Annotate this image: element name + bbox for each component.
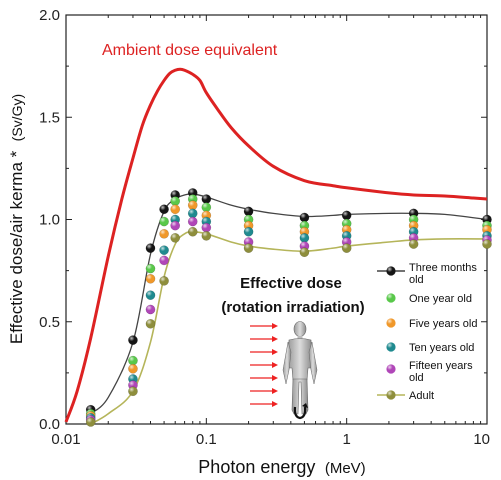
- y-tick-label: 2.0: [39, 7, 60, 24]
- adult-point-shine: [299, 247, 310, 257]
- legend-one-year-old-marker-shine: [386, 293, 396, 303]
- adult-fit-line: [90, 230, 488, 425]
- x-tick-label: 0.01: [51, 431, 80, 448]
- five-years-old-point-shine: [145, 274, 156, 284]
- three-months-old-point-shine: [342, 210, 352, 221]
- ten-years-old-point-shine: [159, 245, 169, 255]
- irradiation-arrow-head: [272, 349, 278, 355]
- legend-ten-years-old-marker-shine: [386, 342, 396, 352]
- ambient-dose-label: Ambient dose equivalent: [102, 42, 278, 59]
- x-tick-label: 10: [473, 431, 490, 448]
- human-figure-icon: [282, 321, 318, 420]
- adult-point-shine: [409, 239, 419, 249]
- legend-three-months-old-label-line2: old: [409, 274, 424, 286]
- five-years-old-point-shine: [159, 229, 169, 239]
- x-axis-title: Photon energy (MeV): [198, 457, 365, 477]
- legend-adult-marker-shine: [386, 390, 396, 400]
- three-months-old-point-shine: [299, 212, 310, 223]
- legend-fifteen-years-old-marker-shine: [386, 364, 396, 374]
- legend-five-years-old-marker-shine: [386, 318, 396, 328]
- five-years-old-point-shine: [170, 204, 180, 214]
- effective-dose-label: Effective dose: [240, 275, 342, 292]
- curves: [64, 67, 488, 425]
- legend-three-months-old-marker-shine: [386, 266, 396, 276]
- one-year-old-point-shine: [128, 356, 138, 366]
- ten-years-old-point-shine: [299, 233, 310, 243]
- fifteen-years-old-point-shine: [159, 255, 169, 265]
- three-months-fit-line: [90, 193, 488, 415]
- irradiation-arrow-head: [272, 401, 278, 407]
- three-months-old-point-shine: [128, 335, 138, 345]
- adult-point-shine: [170, 233, 180, 243]
- legend-fifteen-years-old-label-line2: old: [409, 372, 424, 384]
- five-years-old-point-shine: [188, 200, 198, 210]
- adult-point-shine: [86, 417, 96, 427]
- legend-one-year-old-label: One year old: [409, 293, 472, 305]
- fifteen-years-old-point-shine: [201, 223, 211, 233]
- adult-point-shine: [188, 227, 198, 237]
- one-year-old-point-shine: [145, 263, 156, 274]
- irradiation-arrow-head: [272, 362, 278, 368]
- three-months-old-point-shine: [243, 206, 254, 216]
- three-months-old-point-shine: [201, 194, 211, 204]
- y-tick-label: 0.0: [39, 416, 60, 433]
- adult-point-shine: [145, 319, 156, 329]
- irradiation-arrow-head: [272, 336, 278, 342]
- adult-point-shine: [342, 243, 352, 253]
- svg-text:Effective dose/air kerma *: Effective dose/air kerma * (Sv/Gy): [7, 94, 26, 344]
- adult-point-shine: [159, 276, 169, 286]
- y-axis-title: Effective dose/air kerma * (Sv/Gy): [7, 94, 26, 344]
- three-months-old-point-shine: [159, 204, 169, 214]
- adult-point-shine: [128, 386, 138, 396]
- irradiation-arrows: [250, 323, 278, 407]
- legend-five-years-old-label: Five years old: [409, 318, 477, 330]
- x-tick-label: 1: [342, 431, 350, 448]
- adult-point-shine: [482, 239, 492, 249]
- ten-years-old-point-shine: [145, 290, 156, 300]
- y-axis-title-main: Effective dose/air kerma *: [7, 150, 26, 344]
- y-axis-ticks: 0.0 0.5 1.0 1.5 2.0: [39, 7, 487, 433]
- y-tick-label: 0.5: [39, 314, 60, 331]
- x-axis-title-unit: (MeV): [325, 460, 366, 477]
- rotation-irradiation-label: (rotation irradiation): [221, 299, 364, 316]
- y-axis-title-unit: (Sv/Gy): [9, 94, 25, 141]
- irradiation-arrow-head: [272, 323, 278, 329]
- y-tick-label: 1.5: [39, 109, 60, 126]
- one-year-old-point-shine: [159, 216, 169, 227]
- y-tick-label: 1.0: [39, 212, 60, 229]
- x-tick-label: 0.1: [196, 431, 217, 448]
- three-months-old-point-shine: [145, 243, 156, 253]
- irradiation-arrow-head: [272, 388, 278, 394]
- fifteen-years-old-point-shine: [145, 304, 156, 315]
- data-markers: [85, 188, 492, 427]
- legend-three-months-old-label: Three months: [409, 262, 477, 274]
- fifteen-years-old-point-shine: [188, 216, 198, 227]
- legend-adult-label: Adult: [409, 390, 434, 402]
- svg-text:Photon energy (MeV): Photon energy (MeV): [198, 457, 365, 477]
- ten-years-old-point-shine: [188, 208, 198, 218]
- legend-ten-years-old-label: Ten years old: [409, 342, 474, 354]
- five-years-old-point-shine: [128, 364, 138, 374]
- irradiation-arrow-head: [272, 375, 278, 381]
- adult-point-shine: [201, 231, 211, 241]
- ambient-dose-curve: [64, 67, 488, 423]
- ten-years-old-point-shine: [243, 227, 254, 237]
- fifteen-years-old-point-shine: [170, 221, 180, 231]
- x-axis-title-main: Photon energy: [198, 457, 315, 477]
- x-axis-ticks: 0.01 0.1 1 10: [51, 15, 490, 448]
- one-year-old-point-shine: [170, 196, 180, 206]
- legend-fifteen-years-old-label: Fifteen years: [409, 360, 473, 372]
- adult-point-shine: [243, 243, 254, 253]
- one-year-old-point-shine: [201, 202, 211, 212]
